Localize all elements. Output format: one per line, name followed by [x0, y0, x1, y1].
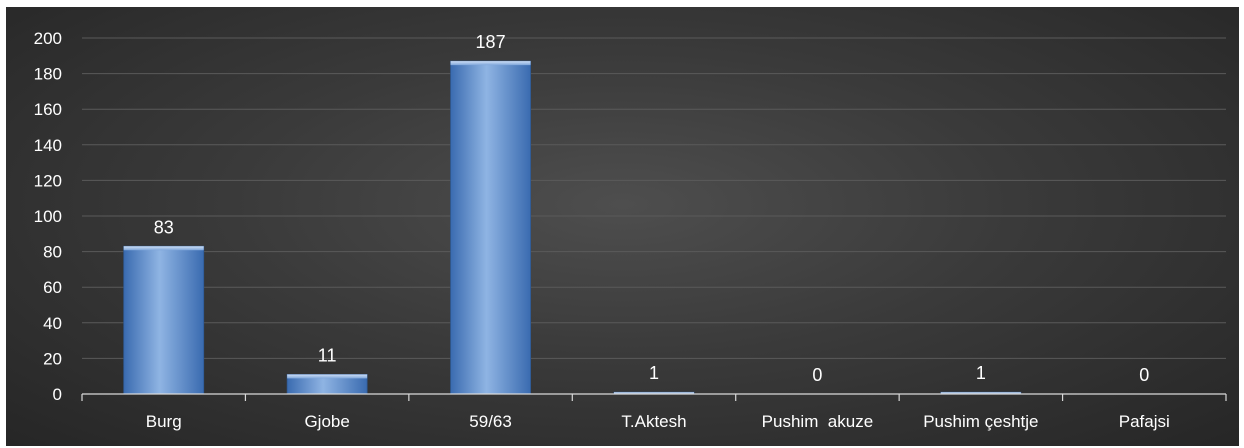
y-tick-label: 140 [34, 136, 62, 155]
y-tick-label: 0 [53, 385, 62, 404]
bar-chart: 0 20 40 60 80 100 120 140 160 180 200 83 11 187 1 0 1 0 … [34, 29, 1227, 431]
bar-top-highlight [287, 374, 368, 379]
y-tick-label: 40 [43, 314, 62, 333]
data-label: 83 [154, 217, 174, 237]
bar-top-highlight [123, 246, 204, 251]
bar-top-highlight [940, 392, 1021, 394]
data-label: 1 [649, 363, 659, 383]
x-tick-label: Pushim akuze [762, 412, 874, 431]
bar-top-highlight [450, 61, 531, 66]
y-axis: 0 20 40 60 80 100 120 140 160 180 200 [34, 29, 62, 404]
bars [123, 60, 1022, 395]
bar [123, 245, 205, 395]
data-label: 0 [812, 365, 822, 385]
bar [450, 60, 531, 395]
x-tick-label: T.Aktesh [621, 412, 686, 431]
y-tick-label: 180 [34, 65, 62, 84]
data-labels: 83 11 187 1 0 1 0 [154, 32, 1150, 385]
gridlines [82, 37, 1226, 359]
x-tick-label: Pafajsi [1119, 412, 1170, 431]
x-tick-label: Pushim çeshtje [923, 412, 1038, 431]
y-tick-label: 80 [43, 243, 62, 262]
y-tick-label: 200 [34, 29, 62, 48]
x-tick-label: 59/63 [469, 412, 512, 431]
data-label: 0 [1139, 365, 1149, 385]
x-axis: Burg Gjobe 59/63 T.Aktesh Pushim akuze Pushim… [81, 393, 1227, 431]
y-tick-label: 160 [34, 100, 62, 119]
bar-top-highlight [614, 392, 694, 394]
y-tick-label: 120 [34, 171, 62, 190]
data-label: 1 [976, 363, 986, 383]
x-tick-label: Burg [146, 412, 182, 431]
y-tick-label: 100 [34, 207, 62, 226]
y-tick-label: 60 [43, 278, 62, 297]
data-label: 187 [476, 32, 506, 52]
y-tick-label: 20 [43, 349, 62, 368]
chart-area: 0 20 40 60 80 100 120 140 160 180 200 83 11 187 1 0 1 0 … [6, 7, 1239, 446]
x-tick-label: Gjobe [304, 412, 349, 431]
data-label: 11 [318, 345, 337, 365]
